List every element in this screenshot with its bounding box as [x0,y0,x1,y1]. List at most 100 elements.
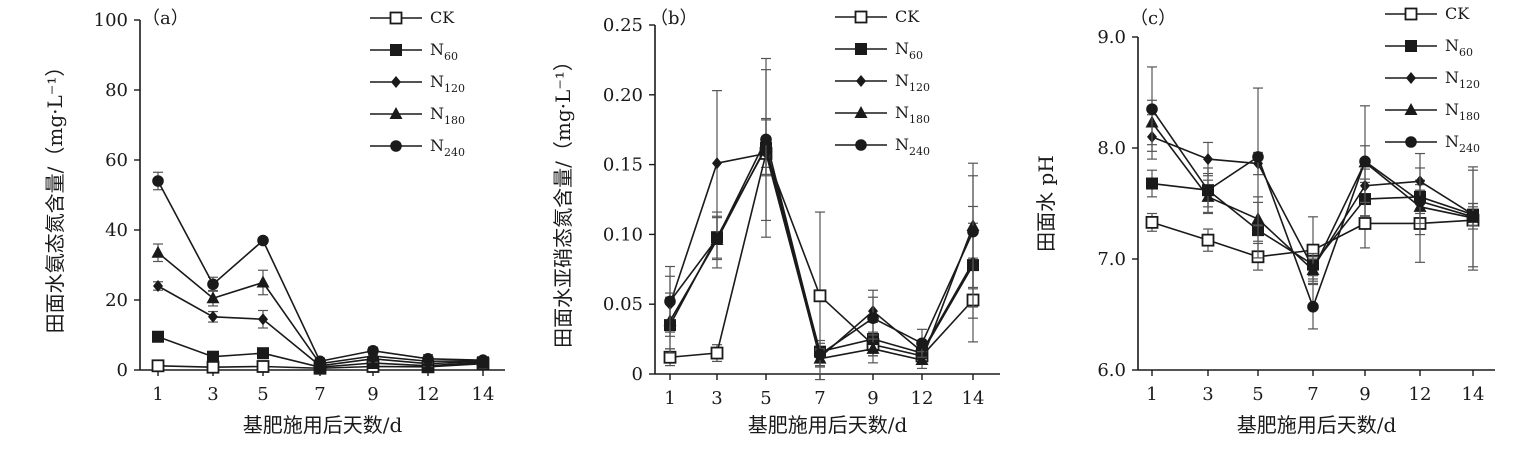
y-tick-label: 0 [117,360,128,381]
data-point-N240 [422,353,434,365]
series-line-N180 [157,252,484,365]
x-tick-label: 14 [962,388,985,409]
x-axis-title: 基肥施用后天数/d [243,413,403,437]
data-point-N180 [206,291,220,304]
legend: CK N60 N120 N180 N240 [1385,4,1480,155]
x-tick-label: 9 [1359,384,1370,405]
legend-item-N180: N180 [370,104,465,127]
data-point-N240 [1359,155,1371,168]
data-point-N240 [314,355,326,368]
x-tick-label: 9 [367,384,378,405]
data-point-N240 [207,278,219,291]
x-tick-label: 12 [1409,384,1432,405]
y-tick-label: 60 [105,150,128,171]
legend-marker [389,11,403,25]
y-tick-label: 9.0 [1097,27,1126,48]
data-point-N180 [1306,263,1320,276]
legend-marker [1404,7,1418,21]
chart-panel-2: 0 0.05 0.10 0.15 0.20 0.25 1 3 5 7 9 12 14 （b） 基肥施用后天数… [551,7,1000,437]
x-tick-label: 14 [1462,384,1485,405]
data-point-N240 [814,348,826,361]
data-point-N240 [1202,184,1214,196]
x-tick-label: 3 [207,384,218,405]
legend-item-N120: N120 [370,72,465,95]
data-point-N60 [152,330,164,343]
x-tick-label: 3 [711,388,722,409]
series-N240 [1146,66,1479,330]
legend-label: N60 [430,40,458,63]
data-point-N240 [1467,211,1479,223]
series-line-N120 [669,152,974,359]
data-point-N240 [711,232,723,245]
x-tick-label: 7 [1307,384,1318,405]
data-point-N60 [207,350,219,363]
data-point-CK [710,346,724,360]
data-point-N240 [1252,151,1264,163]
legend-item-N180: N180 [1385,100,1480,123]
data-point-N240 [664,295,676,308]
data-point-N240 [1307,300,1319,313]
legend-marker [391,76,401,88]
y-tick-label: 0 [632,364,643,385]
legend-label: CK [895,7,920,26]
data-point-N120 [1203,153,1213,166]
series-line-N60 [669,145,974,355]
legend-item-N240: N240 [370,136,465,159]
legend-item-CK: CK [1385,4,1470,23]
legend-marker [1405,136,1417,148]
y-axis-title: 田面水 pH [1034,155,1058,252]
data-point-CK [151,359,165,373]
data-point-N240 [257,234,269,247]
series-N180 [663,117,980,370]
data-point-N120 [153,280,163,292]
legend-item-N60: N60 [1385,36,1473,59]
legend-label: N240 [895,135,930,158]
data-point-N240 [1414,195,1426,208]
panel-label: （b） [650,8,698,29]
x-tick-label: 1 [1146,384,1157,405]
legend-marker [389,107,403,119]
data-point-CK [1145,215,1159,229]
legend: CK N60 N120 N180 N240 [370,8,465,159]
legend-item-N120: N120 [835,71,930,94]
x-tick-label: 7 [814,388,825,409]
x-axis-title: 基肥施用后天数/d [748,413,908,437]
legend-label: N180 [895,103,930,126]
chart-panel-3: 6.0 7.0 8.0 9.0 1 3 5 7 9 12 14 （c） 基肥施用后天数/d 田面水 pH C… [1034,4,1495,437]
legend-label: N120 [430,72,465,95]
legend-label: N240 [1445,132,1480,155]
legend-label: N180 [430,104,465,127]
legend-marker [390,44,402,56]
y-tick-label: 20 [105,290,128,311]
legend-item-CK: CK [835,7,920,26]
legend-label: N60 [895,39,923,62]
y-axis-title: 田面水亚硝态氮含量/（mg·L⁻¹） [551,51,575,348]
data-point-N240 [760,133,772,146]
x-tick-label: 14 [472,384,495,405]
series-N120 [665,69,978,367]
series-line-CK [669,150,974,359]
data-point-CK [1201,233,1215,247]
legend-label: N240 [430,136,465,159]
legend-item-N60: N60 [835,39,923,62]
data-point-N240 [916,337,928,350]
legend-marker [854,106,868,118]
legend-marker [855,43,867,55]
y-tick-label: 40 [105,220,128,241]
legend-item-N240: N240 [1385,132,1480,155]
data-point-N240 [967,225,979,238]
y-tick-label: 0.20 [603,85,643,106]
x-tick-label: 1 [664,388,675,409]
x-tick-label: 7 [314,384,325,405]
x-tick-label: 12 [417,384,440,405]
legend-marker [1404,103,1418,115]
data-point-CK [813,289,827,303]
data-point-N240 [1146,103,1158,115]
data-point-N180 [866,341,880,354]
data-point-N120 [258,313,268,326]
panel-label: （a） [142,8,189,29]
data-point-CK [206,360,220,374]
legend-marker [1406,72,1416,84]
x-tick-label: 5 [760,388,771,409]
